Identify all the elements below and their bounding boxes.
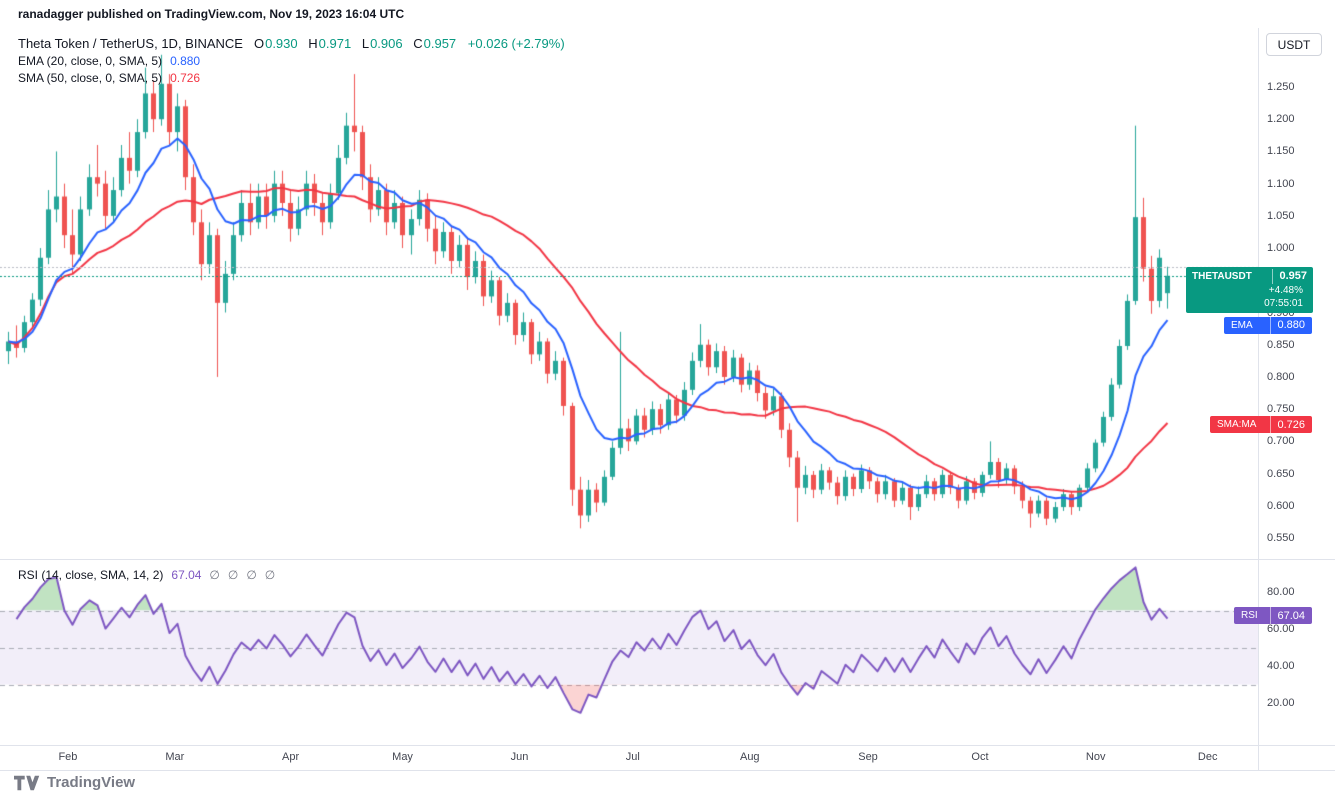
time-axis[interactable]: Feb Mar Apr May Jun Jul Aug Sep Oct Nov Dec bbox=[0, 747, 1258, 769]
footer-separator bbox=[0, 770, 1335, 771]
price-tick-label: 1.250 bbox=[1267, 81, 1295, 93]
price-tick-label: 0.550 bbox=[1267, 532, 1295, 544]
time-axis-label: Oct bbox=[971, 751, 989, 763]
time-axis-label: Sep bbox=[858, 751, 878, 763]
sma-badge-label: SMA:MA bbox=[1217, 419, 1257, 431]
ema-badge-value: 0.880 bbox=[1277, 319, 1305, 332]
currency-unit-button[interactable]: USDT bbox=[1266, 33, 1322, 56]
time-axis-label: Apr bbox=[282, 751, 300, 763]
badge-divider bbox=[1270, 416, 1272, 434]
sma-axis-badge: SMA:MA 0.726 bbox=[1210, 416, 1312, 434]
tradingview-wordmark[interactable]: TradingView bbox=[47, 774, 136, 791]
sma-title: SMA (50, close, 0, SMA, 5) bbox=[18, 70, 163, 85]
rsi-tick-label: 80.00 bbox=[1267, 586, 1295, 598]
badge-divider bbox=[1270, 607, 1272, 625]
open-label: O bbox=[253, 36, 265, 51]
price-tick-label: 0.650 bbox=[1267, 467, 1295, 480]
price-tick-label: 1.100 bbox=[1267, 177, 1295, 190]
rsi-hidden-value-icon: ∅ bbox=[209, 568, 220, 582]
time-axis-label: Mar bbox=[165, 751, 185, 763]
price-tick-label: 1.050 bbox=[1267, 209, 1295, 222]
rsi-tick-label: 60.00 bbox=[1267, 623, 1295, 635]
rsi-title: RSI (14, close, SMA, 14, 2) bbox=[18, 568, 164, 582]
ohlc-readout: O0.930 H0.971 L0.906 C0.957 +0.026 (+2.7… bbox=[247, 36, 565, 51]
price-axis-separator bbox=[1258, 28, 1259, 770]
sma-value: 0.726 bbox=[170, 70, 201, 85]
rsi-badge-label: RSI bbox=[1241, 610, 1258, 622]
rsi-axis-badge: RSI 67.04 bbox=[1234, 607, 1312, 625]
time-axis-label: May bbox=[392, 751, 413, 763]
rsi-hidden-value-icon: ∅ bbox=[227, 568, 239, 582]
ema-title: EMA (20, close, 0, SMA, 5) bbox=[18, 53, 163, 68]
price-tick-label: 1.000 bbox=[1267, 242, 1295, 255]
high-label: H bbox=[308, 36, 318, 51]
price-tick-label: 0.850 bbox=[1267, 338, 1295, 351]
price-tick-label: 1.150 bbox=[1267, 145, 1295, 158]
rsi-hidden-value-icon: ∅ bbox=[246, 568, 257, 582]
close-value: 0.957 bbox=[423, 36, 457, 51]
close-label: C bbox=[413, 36, 423, 51]
tradingview-logo-icon bbox=[14, 775, 40, 790]
panel-separator[interactable] bbox=[0, 559, 1335, 560]
price-tick-label: 1.200 bbox=[1267, 113, 1295, 126]
ema-legend-row[interactable]: EMA (20, close, 0, SMA, 5) 0.880 bbox=[18, 52, 565, 69]
low-label: L bbox=[361, 36, 370, 51]
ema-value: 0.880 bbox=[170, 53, 201, 68]
time-axis-label: Dec bbox=[1197, 751, 1218, 763]
time-axis-label: Nov bbox=[1085, 751, 1106, 763]
ema-axis-badge: EMA 0.880 bbox=[1224, 316, 1312, 334]
price-axis[interactable]: USDT 1.2501.2001.1501.1001.0501.0000.950… bbox=[1259, 28, 1335, 770]
symbol-title[interactable]: Theta Token / TetherUS, 1D, BINANCE bbox=[18, 36, 243, 51]
badge-divider bbox=[1270, 316, 1272, 334]
attribution-text: ranadagger published on TradingView.com,… bbox=[18, 7, 405, 21]
low-value: 0.906 bbox=[370, 36, 403, 51]
last-price-badge: THETAUSDT 0.957 +4.48% 07:55:01 bbox=[1186, 266, 1313, 313]
time-axis-label: Aug bbox=[739, 751, 760, 763]
chart-legend: Theta Token / TetherUS, 1D, BINANCE O0.9… bbox=[18, 35, 565, 86]
price-tick-label: 0.750 bbox=[1267, 403, 1295, 416]
time-axis-label: Jun bbox=[510, 751, 529, 763]
footer-branding[interactable]: TradingView bbox=[14, 774, 135, 791]
time-axis-label: Jul bbox=[625, 751, 640, 763]
bar-close-countdown: 07:55:01 bbox=[1264, 297, 1303, 309]
main-price-chart-canvas[interactable] bbox=[0, 28, 1258, 559]
time-axis-label: Feb bbox=[58, 751, 78, 763]
price-tick-label: 0.600 bbox=[1267, 499, 1295, 512]
last-price-badge-price: 0.957 bbox=[1279, 270, 1307, 283]
rsi-indicator-canvas[interactable] bbox=[0, 560, 1258, 745]
rsi-legend-row[interactable]: RSI (14, close, SMA, 14, 2) 67.04 ∅ ∅ ∅ … bbox=[18, 568, 275, 582]
ema-badge-label: EMA bbox=[1231, 319, 1253, 331]
high-value: 0.971 bbox=[318, 36, 352, 51]
rsi-tick-label: 20.00 bbox=[1267, 697, 1295, 709]
open-value: 0.930 bbox=[265, 36, 298, 51]
rsi-hidden-value-icon: ∅ bbox=[264, 568, 276, 582]
rsi-value: 67.04 bbox=[171, 568, 202, 582]
price-tick-label: 0.700 bbox=[1267, 435, 1295, 448]
rsi-tick-label: 40.00 bbox=[1267, 660, 1295, 672]
last-price-badge-symbol: THETAUSDT bbox=[1192, 270, 1252, 282]
sma-badge-value: 0.726 bbox=[1277, 418, 1305, 431]
sma-legend-row[interactable]: SMA (50, close, 0, SMA, 5) 0.726 bbox=[18, 69, 565, 86]
badge-divider bbox=[1272, 268, 1274, 284]
change-value: +0.026 (+2.79%) bbox=[467, 36, 565, 51]
rsi-badge-value: 67.04 bbox=[1277, 609, 1305, 622]
last-price-badge-change: +4.48% bbox=[1268, 284, 1303, 296]
price-tick-label: 0.800 bbox=[1267, 370, 1295, 383]
axis-separator bbox=[0, 745, 1335, 746]
